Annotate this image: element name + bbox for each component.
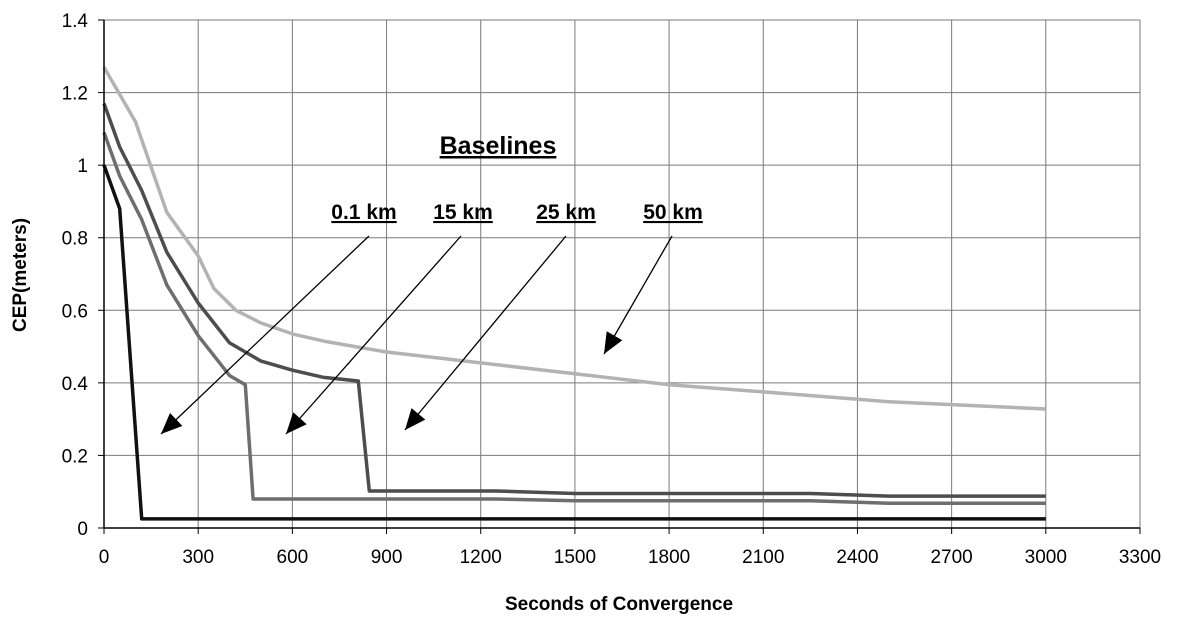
annotation-arrows [160,235,673,435]
series-layer [102,66,1046,521]
annotation-title: Baselines [440,132,557,160]
x-tick-label: 3000 [1025,547,1067,568]
annotations: Baselines 0.1 km 15 km 25 km 50 km [331,132,702,224]
x-tick-label: 1500 [554,547,596,568]
x-tick-label: 2400 [836,547,878,568]
annotation-arrow-1 [285,235,462,435]
annotation-arrow-2 [404,235,567,431]
series-line-0-1-km [102,164,1046,521]
x-tick-label: 3300 [1119,547,1161,568]
y-axis-title: CEP(meters) [10,218,31,332]
axes [98,19,1141,534]
series-line-50-km [102,66,1046,411]
y-tick-label: 1.2 [62,84,88,105]
x-tick-label: 1800 [648,547,690,568]
series-line-15-km [102,131,1046,506]
annotation-arrow-0 [160,235,370,435]
y-tick-label: 0.4 [62,374,89,395]
y-tick-label: 1.4 [62,11,89,32]
y-tick-label: 0 [77,519,88,540]
grid [104,19,1141,528]
y-tick-label: 0.2 [62,446,88,467]
x-tick-label: 1200 [460,547,502,568]
y-tick-label: 0.8 [62,229,88,250]
annotation-arrow-3 [603,235,673,355]
y-tick-label: 1 [77,156,88,177]
annotation-label-3: 50 km [643,201,703,224]
x-tick-label: 600 [277,547,309,568]
x-tick-label: 900 [371,547,403,568]
series-line-25-km [102,102,1046,498]
annotation-label-1: 15 km [433,201,493,224]
tick-labels: 0 300 600 900 1200 1500 1800 2100 2400 2700 3000 33… [62,11,1162,568]
annotation-label-2: 25 km [536,201,596,224]
x-tick-label: 2700 [930,547,972,568]
x-tick-label: 300 [182,547,214,568]
y-tick-label: 0.6 [62,301,88,322]
annotation-label-0: 0.1 km [331,201,396,224]
x-tick-label: 0 [99,547,110,568]
x-axis-title: Seconds of Convergence [505,594,733,615]
x-tick-label: 2100 [742,547,784,568]
